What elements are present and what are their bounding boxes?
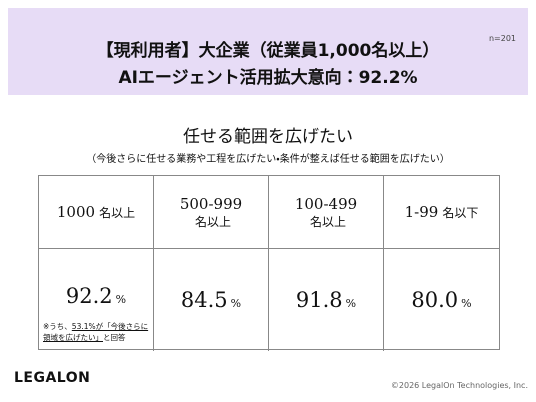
header-cell: 1000 名以上 bbox=[39, 176, 154, 249]
header-cell: 100-499 名以上 bbox=[269, 176, 384, 249]
unit-label: 名以下 bbox=[442, 205, 479, 220]
value-cell: 84.5% bbox=[154, 249, 269, 351]
value: 84.5% bbox=[181, 288, 241, 312]
unit-label: 名以上 bbox=[309, 214, 346, 229]
range-label: 100-499 bbox=[294, 194, 358, 213]
value-unit: % bbox=[345, 297, 357, 310]
logo: LEGALON bbox=[14, 370, 91, 386]
note-text: ※うち、 bbox=[43, 322, 72, 331]
value-cell: 80.0% bbox=[384, 249, 499, 351]
value-number: 91.8 bbox=[295, 288, 343, 312]
unit-label: 名以上 bbox=[194, 214, 231, 229]
value: 92.2% bbox=[66, 284, 126, 308]
range-label: 1-99 bbox=[404, 203, 439, 221]
note: ※うち、53.1%が「今後さらに領域を広げたい」と回答 bbox=[43, 321, 151, 343]
value-cell: 92.2% ※うち、53.1%が「今後さらに領域を広げたい」と回答 bbox=[39, 249, 154, 351]
value-number: 84.5 bbox=[180, 288, 228, 312]
header-band: 【現利用者】大企業（従業員1,000名以上） AIエージェント活用拡大意向：92… bbox=[8, 8, 528, 95]
copyright: ©2026 LegalOn Technologies, Inc. bbox=[390, 381, 528, 390]
value-cell: 91.8% bbox=[269, 249, 384, 351]
value-number: 92.2 bbox=[65, 284, 113, 308]
header-cell: 500-999 名以上 bbox=[154, 176, 269, 249]
value: 80.0% bbox=[411, 288, 471, 312]
value-number: 80.0 bbox=[411, 288, 459, 312]
title: 【現利用者】大企業（従業員1,000名以上） bbox=[96, 41, 440, 61]
note-highlight: 53.1%が「今後さらに領域を広げたい」 bbox=[43, 322, 149, 342]
header-cell: 1-99 名以下 bbox=[384, 176, 499, 249]
value-unit: % bbox=[461, 297, 472, 310]
note-text: と回答 bbox=[103, 333, 126, 342]
range-label: 1000 bbox=[56, 203, 96, 221]
title: AIエージェント活用拡大意向：92.2% bbox=[118, 68, 418, 88]
unit-label: 名以上 bbox=[99, 205, 136, 220]
subtitle: 任せる範囲を広げたい bbox=[183, 127, 353, 147]
table: 1000 名以上 500-999 名以上 100-499 名以上 1-99 名以下 92.2% ※… bbox=[38, 175, 500, 351]
description: （今後さらに任せる業務や工程を広げたい・条件が整えば任せる範囲を広げたい） bbox=[86, 154, 450, 165]
value: 91.8% bbox=[296, 288, 356, 312]
value-unit: % bbox=[230, 297, 242, 310]
range-label: 500-999 bbox=[179, 194, 243, 213]
sample-size: n=201 bbox=[488, 34, 516, 43]
value-unit: % bbox=[115, 293, 127, 306]
